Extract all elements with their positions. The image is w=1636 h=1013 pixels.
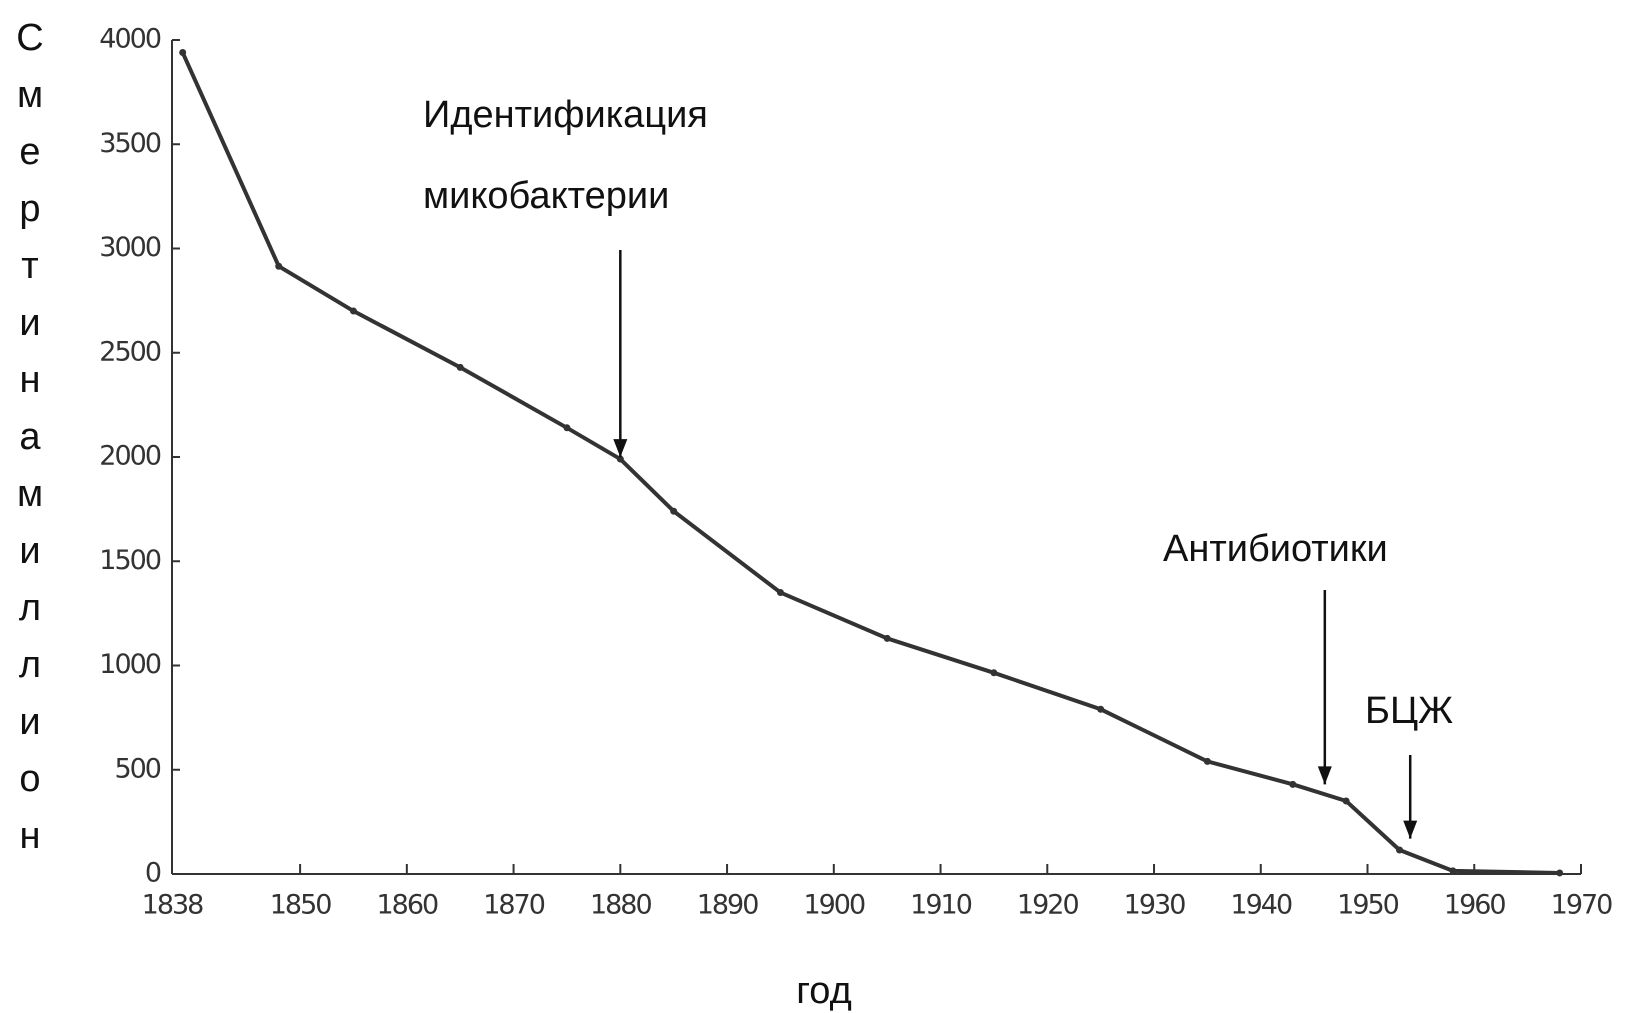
x-tick-label: 1838 [142,890,204,921]
data-point [990,669,998,677]
arrow-head [1403,820,1418,839]
data-point [349,307,357,315]
x-tick-label: 1910 [910,890,972,921]
x-tick-label: 1850 [270,890,332,921]
y-tick-label: 3500 [99,128,161,159]
x-tick-label: 1970 [1551,890,1613,921]
arrow-head [613,439,628,458]
x-tick-label: 1920 [1017,890,1079,921]
arrow-head [1317,766,1332,785]
data-point [179,49,187,57]
y-tick-label: 500 [114,753,160,784]
x-tick-label: 1870 [483,890,545,921]
data-point [1342,797,1350,805]
data-point [456,363,464,371]
data-point [1396,846,1404,854]
x-tick-label: 1930 [1124,890,1186,921]
x-tick-label: 1890 [697,890,759,921]
annotation-text: микобактерии [423,175,669,217]
data-line [180,51,1560,875]
y-tick-label: 2500 [99,336,161,367]
y-tick-label: 1500 [99,545,161,576]
data-point [1289,780,1297,788]
data-point [1556,869,1564,877]
annotation-text: Идентификация [423,94,708,136]
y-tick-label: 4000 [99,24,161,55]
data-point [1097,705,1105,713]
data-point [563,424,571,432]
x-axis-label: год [796,970,852,1012]
x-tick-label: 1960 [1444,890,1506,921]
data-point [616,455,624,463]
data-point [1203,757,1211,765]
x-tick-label: 1860 [376,890,438,921]
data-point [1449,867,1457,875]
annotation-text: Антибиотики [1163,528,1388,570]
y-tick-label: 0 [145,858,161,889]
y-tick-label: 2000 [99,441,161,472]
data-point [275,262,283,270]
y-tick-label: 3000 [99,232,161,263]
y-tick-label: 1000 [99,649,161,680]
data-point [883,634,891,642]
x-tick-label: 1900 [803,890,865,921]
annotation-text: БЦЖ [1365,690,1453,732]
x-tick-label: 1940 [1230,890,1292,921]
data-point [670,507,678,515]
x-tick-label: 1880 [590,890,652,921]
x-tick-label: 1950 [1337,890,1399,921]
data-point [776,589,784,597]
